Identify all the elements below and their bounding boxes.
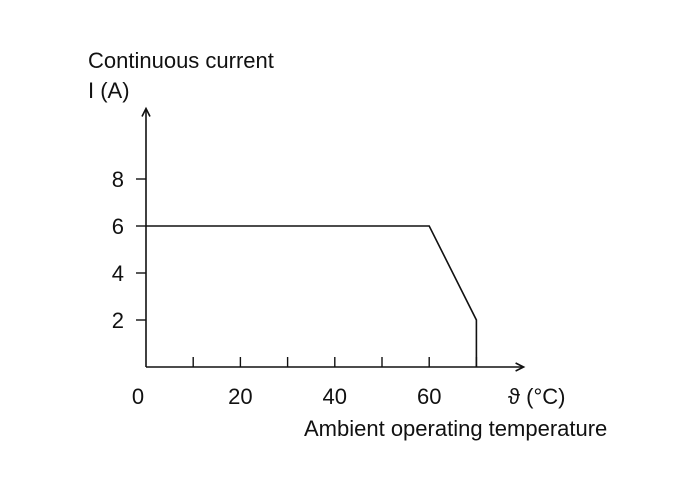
y-tick-label: 8 — [112, 167, 124, 192]
y-axis-unit: I (A) — [88, 78, 130, 103]
x-tick-label: 60 — [417, 384, 441, 409]
tick-labels: 0 20 40 60 2 4 6 8 — [112, 167, 442, 409]
y-tick-label: 6 — [112, 214, 124, 239]
derating-curve — [146, 225, 478, 367]
x-axis-title: Ambient operating temperature — [304, 416, 607, 441]
x-tick-label: 0 — [132, 384, 144, 409]
y-tick-label: 2 — [112, 308, 124, 333]
series — [146, 225, 478, 367]
x-tick-label: 40 — [323, 384, 347, 409]
y-tick-label: 4 — [112, 261, 124, 286]
x-axis-unit: ϑ (°C) — [508, 384, 565, 409]
ticks — [136, 178, 478, 367]
x-axis-arrow — [515, 362, 526, 372]
axes — [141, 106, 526, 372]
y-axis-arrow — [141, 106, 151, 117]
y-axis-title: Continuous current — [88, 48, 274, 73]
x-tick-label: 20 — [228, 384, 252, 409]
